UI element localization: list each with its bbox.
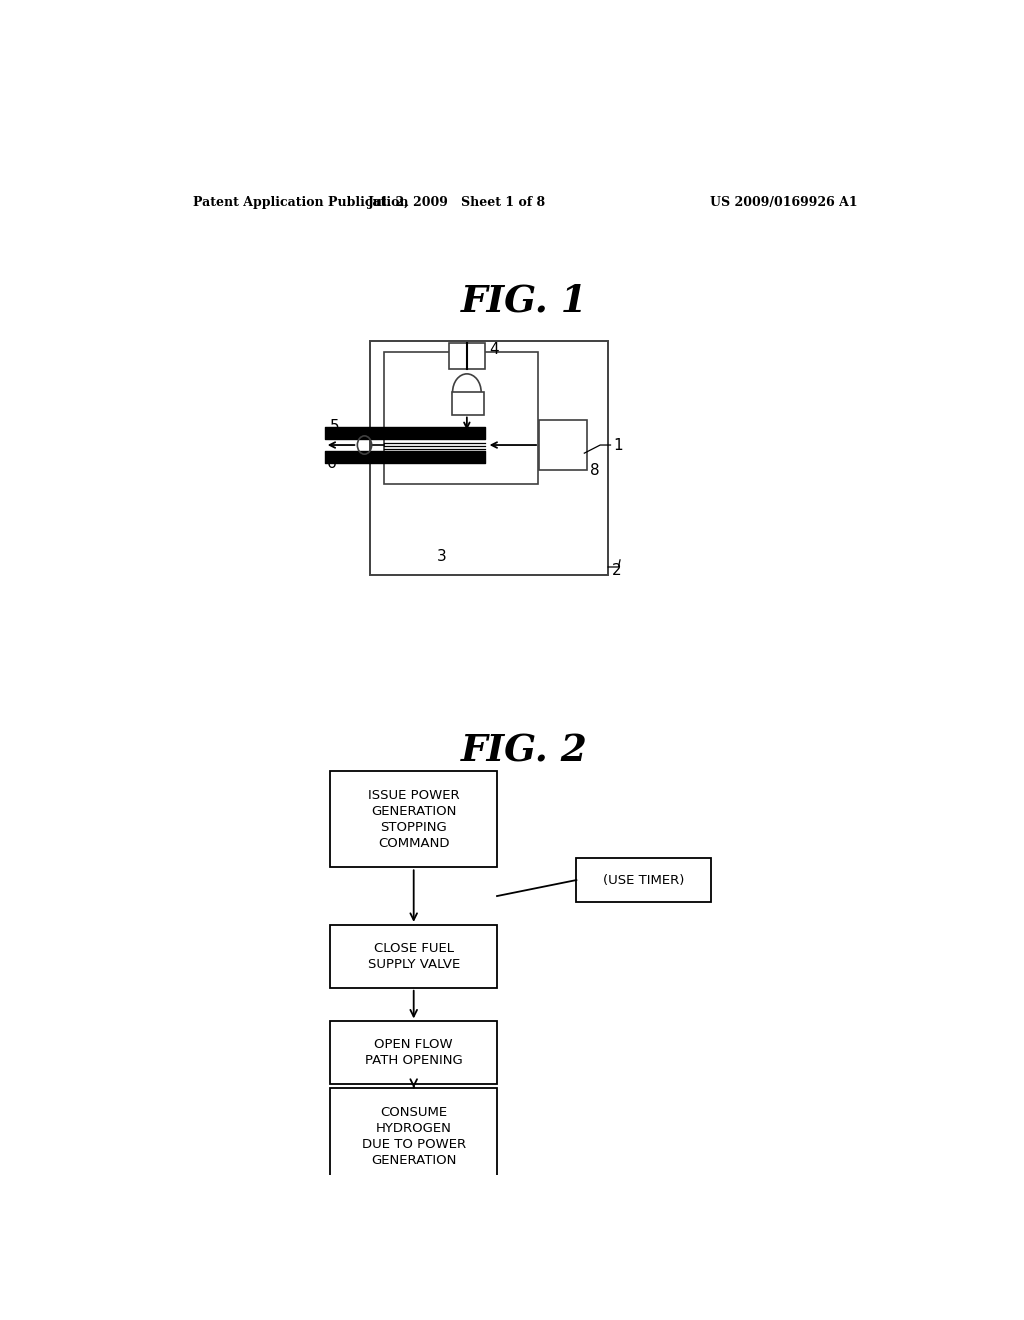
Text: (USE TIMER): (USE TIMER) [603,874,684,887]
FancyBboxPatch shape [452,392,483,414]
Text: US 2009/0169926 A1: US 2009/0169926 A1 [711,195,858,209]
Text: 8: 8 [590,463,599,478]
Text: ISSUE POWER
GENERATION
STOPPING
COMMAND: ISSUE POWER GENERATION STOPPING COMMAND [368,788,460,850]
FancyBboxPatch shape [331,925,497,987]
Text: Patent Application Publication: Patent Application Publication [194,195,409,209]
FancyBboxPatch shape [331,1022,497,1084]
Text: FIG. 1: FIG. 1 [462,282,588,319]
Text: 6: 6 [327,455,336,471]
FancyBboxPatch shape [539,420,587,470]
Text: 2: 2 [612,562,622,578]
Text: Jul. 2, 2009   Sheet 1 of 8: Jul. 2, 2009 Sheet 1 of 8 [369,195,547,209]
FancyBboxPatch shape [577,858,712,903]
FancyBboxPatch shape [331,771,497,867]
FancyBboxPatch shape [450,343,485,368]
FancyBboxPatch shape [331,1088,497,1184]
Text: 4: 4 [489,342,499,356]
Text: FIG. 2: FIG. 2 [462,733,588,770]
Text: 5: 5 [331,420,340,434]
Text: CLOSE FUEL
SUPPLY VALVE: CLOSE FUEL SUPPLY VALVE [368,941,460,970]
FancyBboxPatch shape [384,351,539,483]
Text: OPEN FLOW
PATH OPENING: OPEN FLOW PATH OPENING [365,1039,463,1068]
Text: 3: 3 [436,549,446,565]
Text: 1: 1 [613,437,624,453]
FancyBboxPatch shape [370,342,608,576]
Text: CONSUME
HYDROGEN
DUE TO POWER
GENERATION: CONSUME HYDROGEN DUE TO POWER GENERATION [361,1106,466,1167]
